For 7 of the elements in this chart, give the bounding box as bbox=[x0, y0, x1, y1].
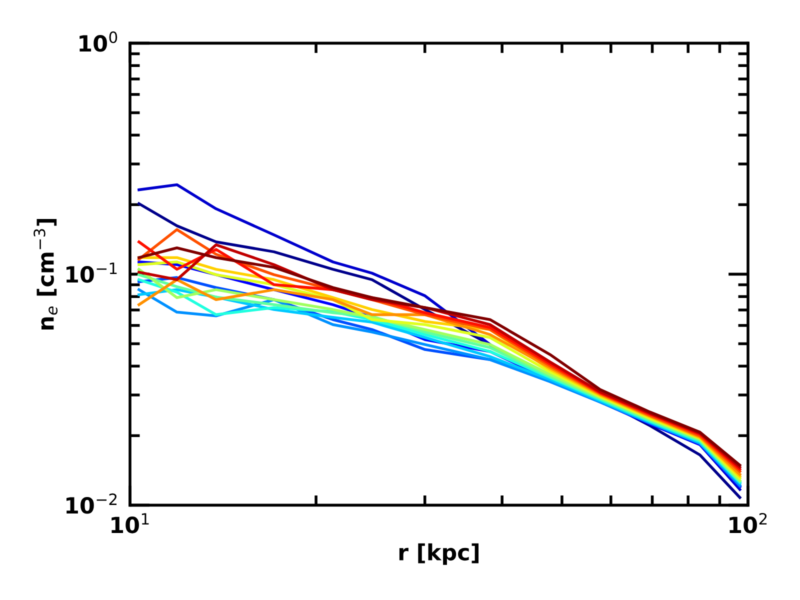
y-tick-label: 10$^{−2}$ bbox=[66, 493, 117, 514]
x-tick-label: 10$^{2}$ bbox=[730, 512, 767, 534]
y-axis-title: n$_{e}$ [cm$^{−3}$] bbox=[34, 218, 58, 330]
x-axis-title: r [kpc] bbox=[399, 543, 479, 565]
x-tick-label: 10$^{1}$ bbox=[112, 513, 149, 534]
y-tick-label: 10$^{0}$ bbox=[80, 31, 118, 52]
y-tick-label: 10$^{−1}$ bbox=[66, 262, 117, 283]
